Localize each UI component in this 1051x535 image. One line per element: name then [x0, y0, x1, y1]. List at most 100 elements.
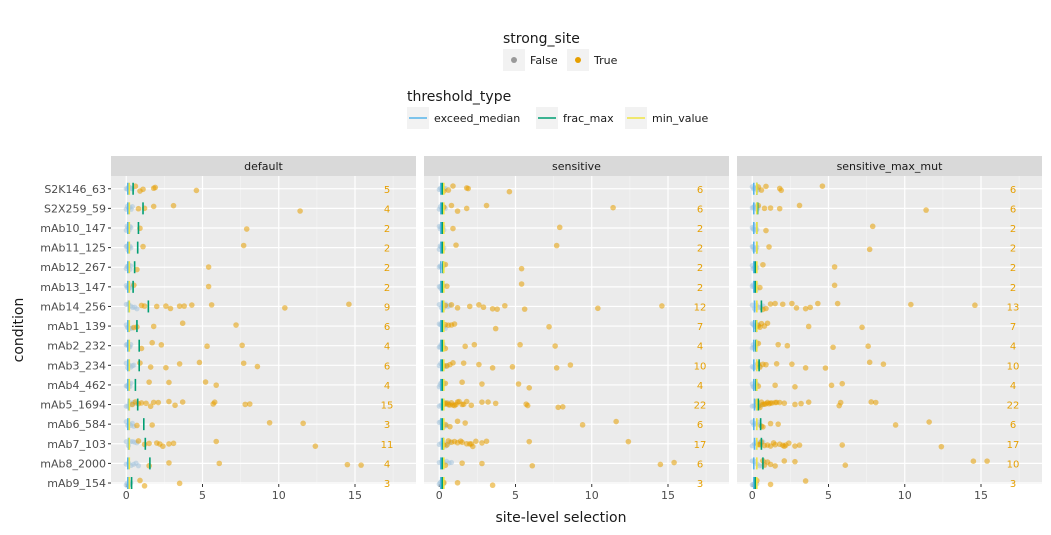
- point-strong-site: [213, 438, 220, 445]
- x-tick-label: 0: [436, 489, 443, 502]
- point-strong-site: [760, 261, 766, 268]
- strong-site-count: 22: [694, 401, 707, 412]
- strong-site-count: 2: [1010, 263, 1016, 274]
- point-strong-site: [526, 384, 533, 391]
- point-strong-site: [842, 462, 849, 469]
- point-strong-site: [300, 420, 306, 427]
- point-strong-site: [776, 205, 783, 212]
- point-strong-site: [147, 364, 154, 370]
- point-strong-site: [445, 187, 452, 193]
- facet-strip: [111, 156, 416, 176]
- point-strong-site: [448, 202, 455, 209]
- facet-strip-label: default: [244, 160, 283, 173]
- point-strong-site: [459, 379, 465, 386]
- point-strong-site: [480, 304, 487, 311]
- point-strong-site: [150, 399, 157, 406]
- point-strong-site: [767, 481, 774, 488]
- y-tick-label: mAb3_234: [47, 359, 106, 372]
- point-strong-site: [869, 223, 876, 230]
- strong-site-count: 3: [1010, 479, 1016, 490]
- strong-site-count: 2: [384, 244, 390, 255]
- point-strong-site: [479, 381, 485, 387]
- point-strong-site: [176, 480, 183, 487]
- point-strong-site: [866, 246, 873, 253]
- point-strong-site: [567, 362, 574, 368]
- strong-site-count: 2: [384, 224, 390, 235]
- point-strong-site: [254, 363, 261, 370]
- point-strong-site: [483, 202, 490, 209]
- point-strong-site: [772, 382, 778, 389]
- point-strong-site: [779, 301, 786, 308]
- x-tick-label: 5: [512, 489, 519, 502]
- point-strong-site: [802, 305, 809, 312]
- point-strong-site: [153, 303, 160, 310]
- point-strong-site: [767, 301, 774, 307]
- point-strong-site: [772, 463, 778, 469]
- facet-panel-default: default 0 5 10 15 S2K146_63 S2X259_59 mAb10_147…: [40, 156, 416, 502]
- point-strong-site: [775, 421, 781, 427]
- point-strong-site: [509, 364, 516, 370]
- strong-site-count: 7: [697, 322, 703, 333]
- point-strong-site: [789, 361, 795, 367]
- legend-key-false: [511, 57, 517, 63]
- point-strong-site: [792, 458, 798, 465]
- point-strong-site: [138, 400, 145, 406]
- point-strong-site: [166, 379, 172, 386]
- y-axis-title: condition: [11, 298, 27, 363]
- point-strong-site: [778, 187, 785, 194]
- point-strong-site: [830, 344, 836, 351]
- point-strong-site: [805, 323, 812, 330]
- strong-site-count: 4: [384, 204, 390, 215]
- legend-label-false: False: [530, 54, 558, 67]
- point-strong-site: [202, 379, 209, 385]
- point-strong-site: [671, 459, 677, 466]
- point-strong-site: [196, 359, 203, 366]
- point-strong-site: [476, 302, 482, 308]
- point-strong-site: [834, 300, 841, 307]
- point-strong-site: [831, 264, 838, 270]
- strong-site-count: 4: [697, 342, 703, 353]
- point-strong-site: [462, 420, 468, 426]
- point-strong-site: [763, 227, 769, 234]
- point-strong-site: [465, 185, 472, 192]
- point-strong-site: [146, 440, 152, 447]
- point-strong-site: [170, 202, 177, 209]
- point-strong-site: [781, 458, 788, 464]
- facet-strip: [424, 156, 729, 176]
- point-strong-site: [242, 401, 248, 408]
- point-strong-site: [358, 462, 364, 468]
- point-strong-site: [761, 205, 768, 212]
- point-strong-site: [866, 359, 873, 366]
- strong-site-count: 2: [1010, 283, 1016, 294]
- strong-site-count: 4: [1010, 381, 1016, 392]
- point-strong-site: [239, 342, 245, 349]
- point-strong-site: [450, 360, 456, 366]
- point-strong-site: [892, 422, 899, 428]
- point-strong-site: [216, 460, 223, 467]
- point-strong-site: [772, 441, 778, 448]
- point-strong-site: [479, 399, 485, 405]
- point-strong-site: [470, 443, 476, 450]
- strong-site-count: 4: [384, 342, 390, 353]
- point-strong-site: [872, 399, 879, 406]
- point-strong-site: [266, 419, 273, 426]
- point-strong-site: [459, 439, 465, 446]
- legend-title-threshold-type: threshold_type: [407, 89, 511, 105]
- point-strong-site: [166, 398, 172, 405]
- strong-site-count: 3: [384, 479, 390, 490]
- point-strong-site: [460, 360, 467, 366]
- point-strong-site: [213, 382, 220, 388]
- point-strong-site: [448, 302, 455, 308]
- point-strong-site: [556, 224, 563, 231]
- x-tick-label: 0: [123, 489, 130, 502]
- point-strong-site: [610, 204, 616, 211]
- strong-site-count: 2: [697, 263, 703, 274]
- point-strong-site: [135, 438, 142, 444]
- legend-strong-site: strong_site False True: [503, 31, 618, 71]
- point-strong-site: [775, 341, 781, 348]
- point-strong-site: [659, 303, 665, 309]
- y-tick-label: mAb10_147: [40, 222, 106, 235]
- point-strong-site: [789, 300, 795, 307]
- point-strong-site: [831, 282, 838, 289]
- x-tick-label: 15: [974, 489, 988, 502]
